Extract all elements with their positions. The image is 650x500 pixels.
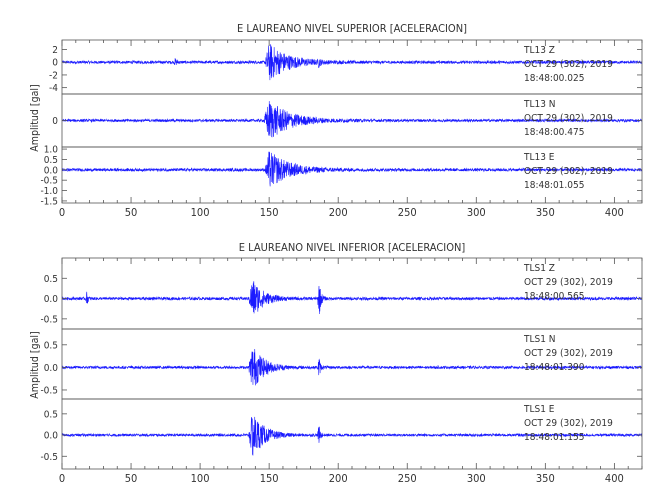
- date-label: OCT 29 (302), 2019: [524, 113, 613, 124]
- y-tick-label: 0.0: [44, 431, 59, 442]
- x-tick-label: 300: [467, 472, 486, 485]
- chart-inferior: E LAUREANO NIVEL INFERIOR [ACELERACION] …: [29, 241, 643, 485]
- chart-superior: E LAUREANO NIVEL SUPERIOR [ACELERACION] …: [29, 22, 643, 219]
- station-label: TLS1 E: [523, 404, 555, 415]
- time-label: 18:48:01.055: [524, 180, 584, 191]
- y-tick-label: -4: [49, 83, 58, 94]
- y-tick-label: -1.5: [40, 196, 58, 207]
- x-tick-label: 200: [329, 472, 348, 485]
- station-label: TL13 Z: [523, 45, 555, 56]
- waveform-tl13-n: [62, 101, 642, 138]
- y-tick-label: -0.5: [40, 314, 58, 325]
- x-tick-label: 0: [59, 206, 65, 219]
- waveform-tl13-z: [62, 44, 642, 81]
- x-tick-label: 350: [536, 206, 555, 219]
- chart-title: E LAUREANO NIVEL INFERIOR [ACELERACION]: [239, 241, 466, 254]
- x-tick-label: 50: [125, 206, 138, 219]
- x-tick-label: 400: [605, 206, 624, 219]
- date-label: OCT 29 (302), 2019: [524, 277, 613, 288]
- date-label: OCT 29 (302), 2019: [524, 166, 613, 177]
- x-tick-label: 200: [329, 206, 348, 219]
- y-tick-label: -0.5: [40, 385, 58, 396]
- y-tick-label: -0.5: [40, 176, 58, 187]
- x-tick-label: 150: [260, 206, 279, 219]
- station-label: TLS1 N: [523, 334, 556, 345]
- y-tick-label: 0.0: [44, 165, 59, 176]
- x-tick-label: 250: [398, 206, 417, 219]
- waveform-tls1-z: [62, 281, 642, 315]
- x-tick-label: 50: [125, 472, 138, 485]
- x-tick-label: 0: [59, 472, 65, 485]
- y-tick-label: 0.5: [44, 340, 58, 351]
- y-tick-label: 0: [52, 116, 58, 127]
- y-tick-label: 0.5: [44, 274, 58, 285]
- y-tick-label: -2: [49, 70, 58, 81]
- y-tick-label: 0.5: [44, 409, 58, 420]
- y-tick-label: 0.0: [44, 363, 59, 374]
- chart-title: E LAUREANO NIVEL SUPERIOR [ACELERACION]: [237, 22, 467, 35]
- date-label: OCT 29 (302), 2019: [524, 59, 613, 70]
- time-label: 18:48:01.390: [524, 362, 585, 373]
- station-label: TL13 E: [523, 152, 555, 163]
- x-tick-label: 150: [260, 472, 279, 485]
- y-axis-label: Amplitud [gal]: [29, 331, 41, 398]
- x-tick-label: 300: [467, 206, 486, 219]
- y-tick-label: 0.0: [44, 294, 59, 305]
- date-label: OCT 29 (302), 2019: [524, 418, 613, 429]
- time-label: 18:48:00.565: [524, 291, 584, 302]
- y-tick-label: 2: [52, 45, 58, 56]
- waveform-tls1-e: [62, 416, 642, 456]
- date-label: OCT 29 (302), 2019: [524, 348, 613, 359]
- x-tick-label: 400: [605, 472, 624, 485]
- station-label: TLS1 Z: [523, 263, 555, 274]
- y-tick-label: -1.0: [40, 186, 58, 197]
- time-label: 18:48:00.475: [524, 127, 584, 138]
- y-tick-label: -0.5: [40, 452, 58, 463]
- waveform-tls1-n: [62, 349, 642, 386]
- y-tick-label: 0: [52, 58, 58, 69]
- y-tick-label: 0.5: [44, 155, 58, 166]
- time-label: 18:48:00.025: [524, 73, 584, 84]
- y-axis-label: Amplitud [gal]: [29, 84, 41, 151]
- x-tick-label: 100: [191, 472, 210, 485]
- station-label: TL13 N: [523, 99, 556, 110]
- y-tick-label: 1.0: [44, 145, 59, 156]
- waveform-tl13-e: [62, 151, 642, 187]
- x-tick-label: 350: [536, 472, 555, 485]
- x-tick-label: 250: [398, 472, 417, 485]
- x-tick-label: 100: [191, 206, 210, 219]
- time-label: 18:48:01.155: [524, 432, 584, 443]
